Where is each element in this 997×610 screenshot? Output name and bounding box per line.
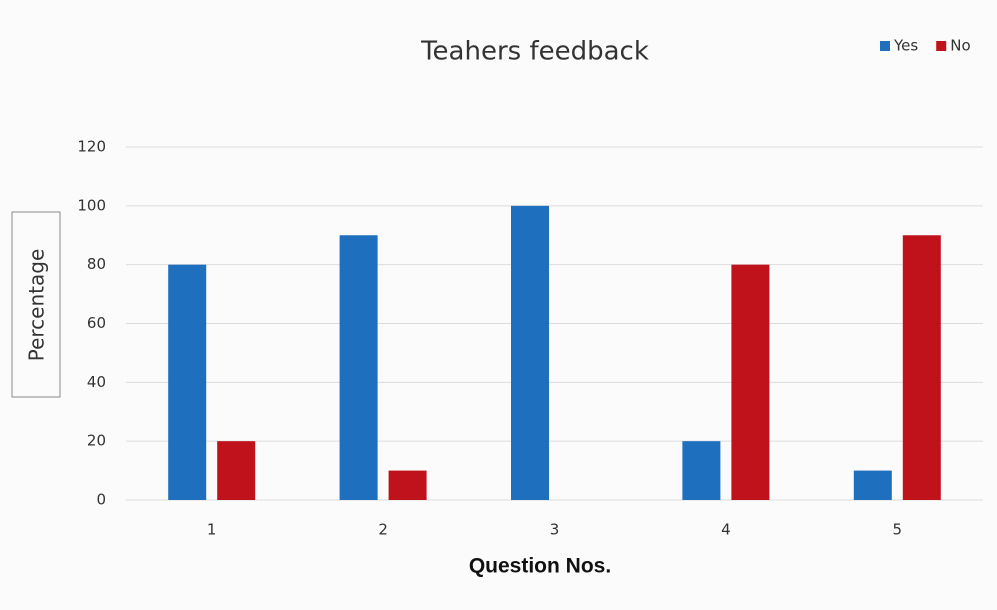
y-tick-label: 40 xyxy=(87,373,106,391)
bar xyxy=(168,264,207,500)
y-tick-label: 0 xyxy=(96,491,106,509)
x-axis-label: Question Nos. xyxy=(469,555,611,578)
x-tick-label: 5 xyxy=(893,521,903,539)
bar xyxy=(731,264,770,500)
x-tick-label: 4 xyxy=(721,521,731,539)
chart-title: Teahers feedback xyxy=(420,37,649,67)
bar xyxy=(217,441,256,500)
bar xyxy=(339,235,378,500)
y-tick-label: 100 xyxy=(77,196,106,214)
legend-label: No xyxy=(950,37,970,55)
x-tick-label: 1 xyxy=(207,521,217,539)
legend-swatch xyxy=(880,41,890,51)
x-tick-label: 3 xyxy=(550,521,560,539)
y-tick-label: 120 xyxy=(77,138,106,156)
y-label-box xyxy=(11,211,61,398)
x-tick-label: 2 xyxy=(378,521,388,539)
y-axis-label: Percentage xyxy=(25,249,49,362)
bar xyxy=(682,441,721,500)
y-tick-label: 80 xyxy=(87,255,106,273)
bar xyxy=(853,470,892,500)
bar xyxy=(902,235,941,500)
bar xyxy=(511,205,549,501)
bar xyxy=(388,470,427,500)
legend-swatch xyxy=(936,41,947,51)
y-tick-label: 60 xyxy=(87,314,106,332)
y-tick-label: 20 xyxy=(87,432,106,450)
legend-label: Yes xyxy=(893,37,918,55)
